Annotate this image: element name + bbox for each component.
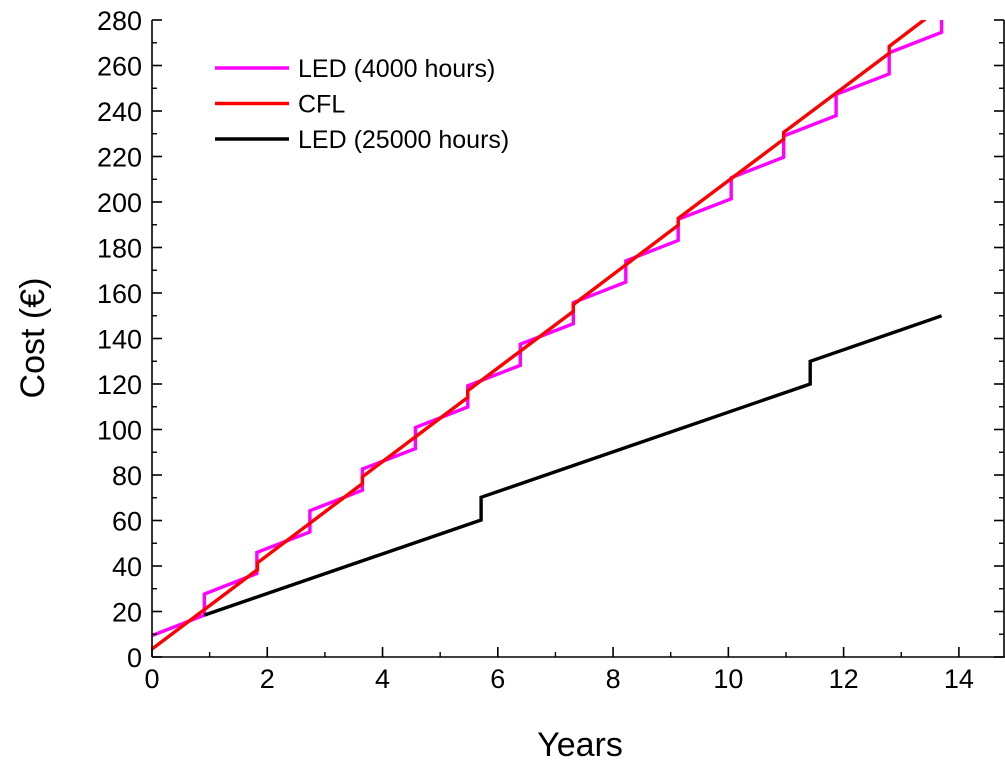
x-tick-label: 12 [829,664,859,694]
y-tick-label: 60 [112,507,142,537]
y-tick-label: 80 [112,461,142,491]
series-line-led-4000-hours [152,20,944,638]
legend: LED (4000 hours) CFL LED (25000 hours) [215,55,509,154]
y-tick-label: 180 [97,234,142,264]
y-tick-label: 240 [97,97,142,127]
y-tick-label: 200 [97,188,142,218]
x-tick-label: 0 [144,664,159,694]
y-tick-label: 160 [97,279,142,309]
y-tick-label: 120 [97,370,142,400]
x-tick-label: 2 [260,664,275,694]
axes-layer: 0 2 4 6 8 10 12 1402040608010012014016018020022… [97,6,1005,694]
series-line-cfl [152,20,927,651]
y-tick-label: 280 [97,6,142,36]
y-tick-label: 0 [127,643,142,673]
series-line-led-25000-hours [203,314,943,617]
x-axis-title: Years [537,726,623,763]
x-tick-label: 8 [606,664,621,694]
y-tick-label: 260 [97,52,142,82]
y-axis-title: Cost (€) [14,278,52,399]
legend-label-led-4000-hours: LED (4000 hours) [298,55,495,83]
x-tick-label: 4 [375,664,390,694]
y-tick-label: 40 [112,552,142,582]
y-tick-label: 220 [97,143,142,173]
legend-label-led-25000-hours: LED (25000 hours) [298,126,509,154]
x-tick-label: 14 [944,664,974,694]
legend-label-cfl: CFL [298,91,345,119]
y-tick-label: 20 [112,598,142,628]
y-tick-label: 140 [97,325,142,355]
y-tick-label: 100 [97,416,142,446]
series-layer [152,20,944,651]
x-tick-label: 10 [713,664,743,694]
x-tick-label: 6 [490,664,505,694]
